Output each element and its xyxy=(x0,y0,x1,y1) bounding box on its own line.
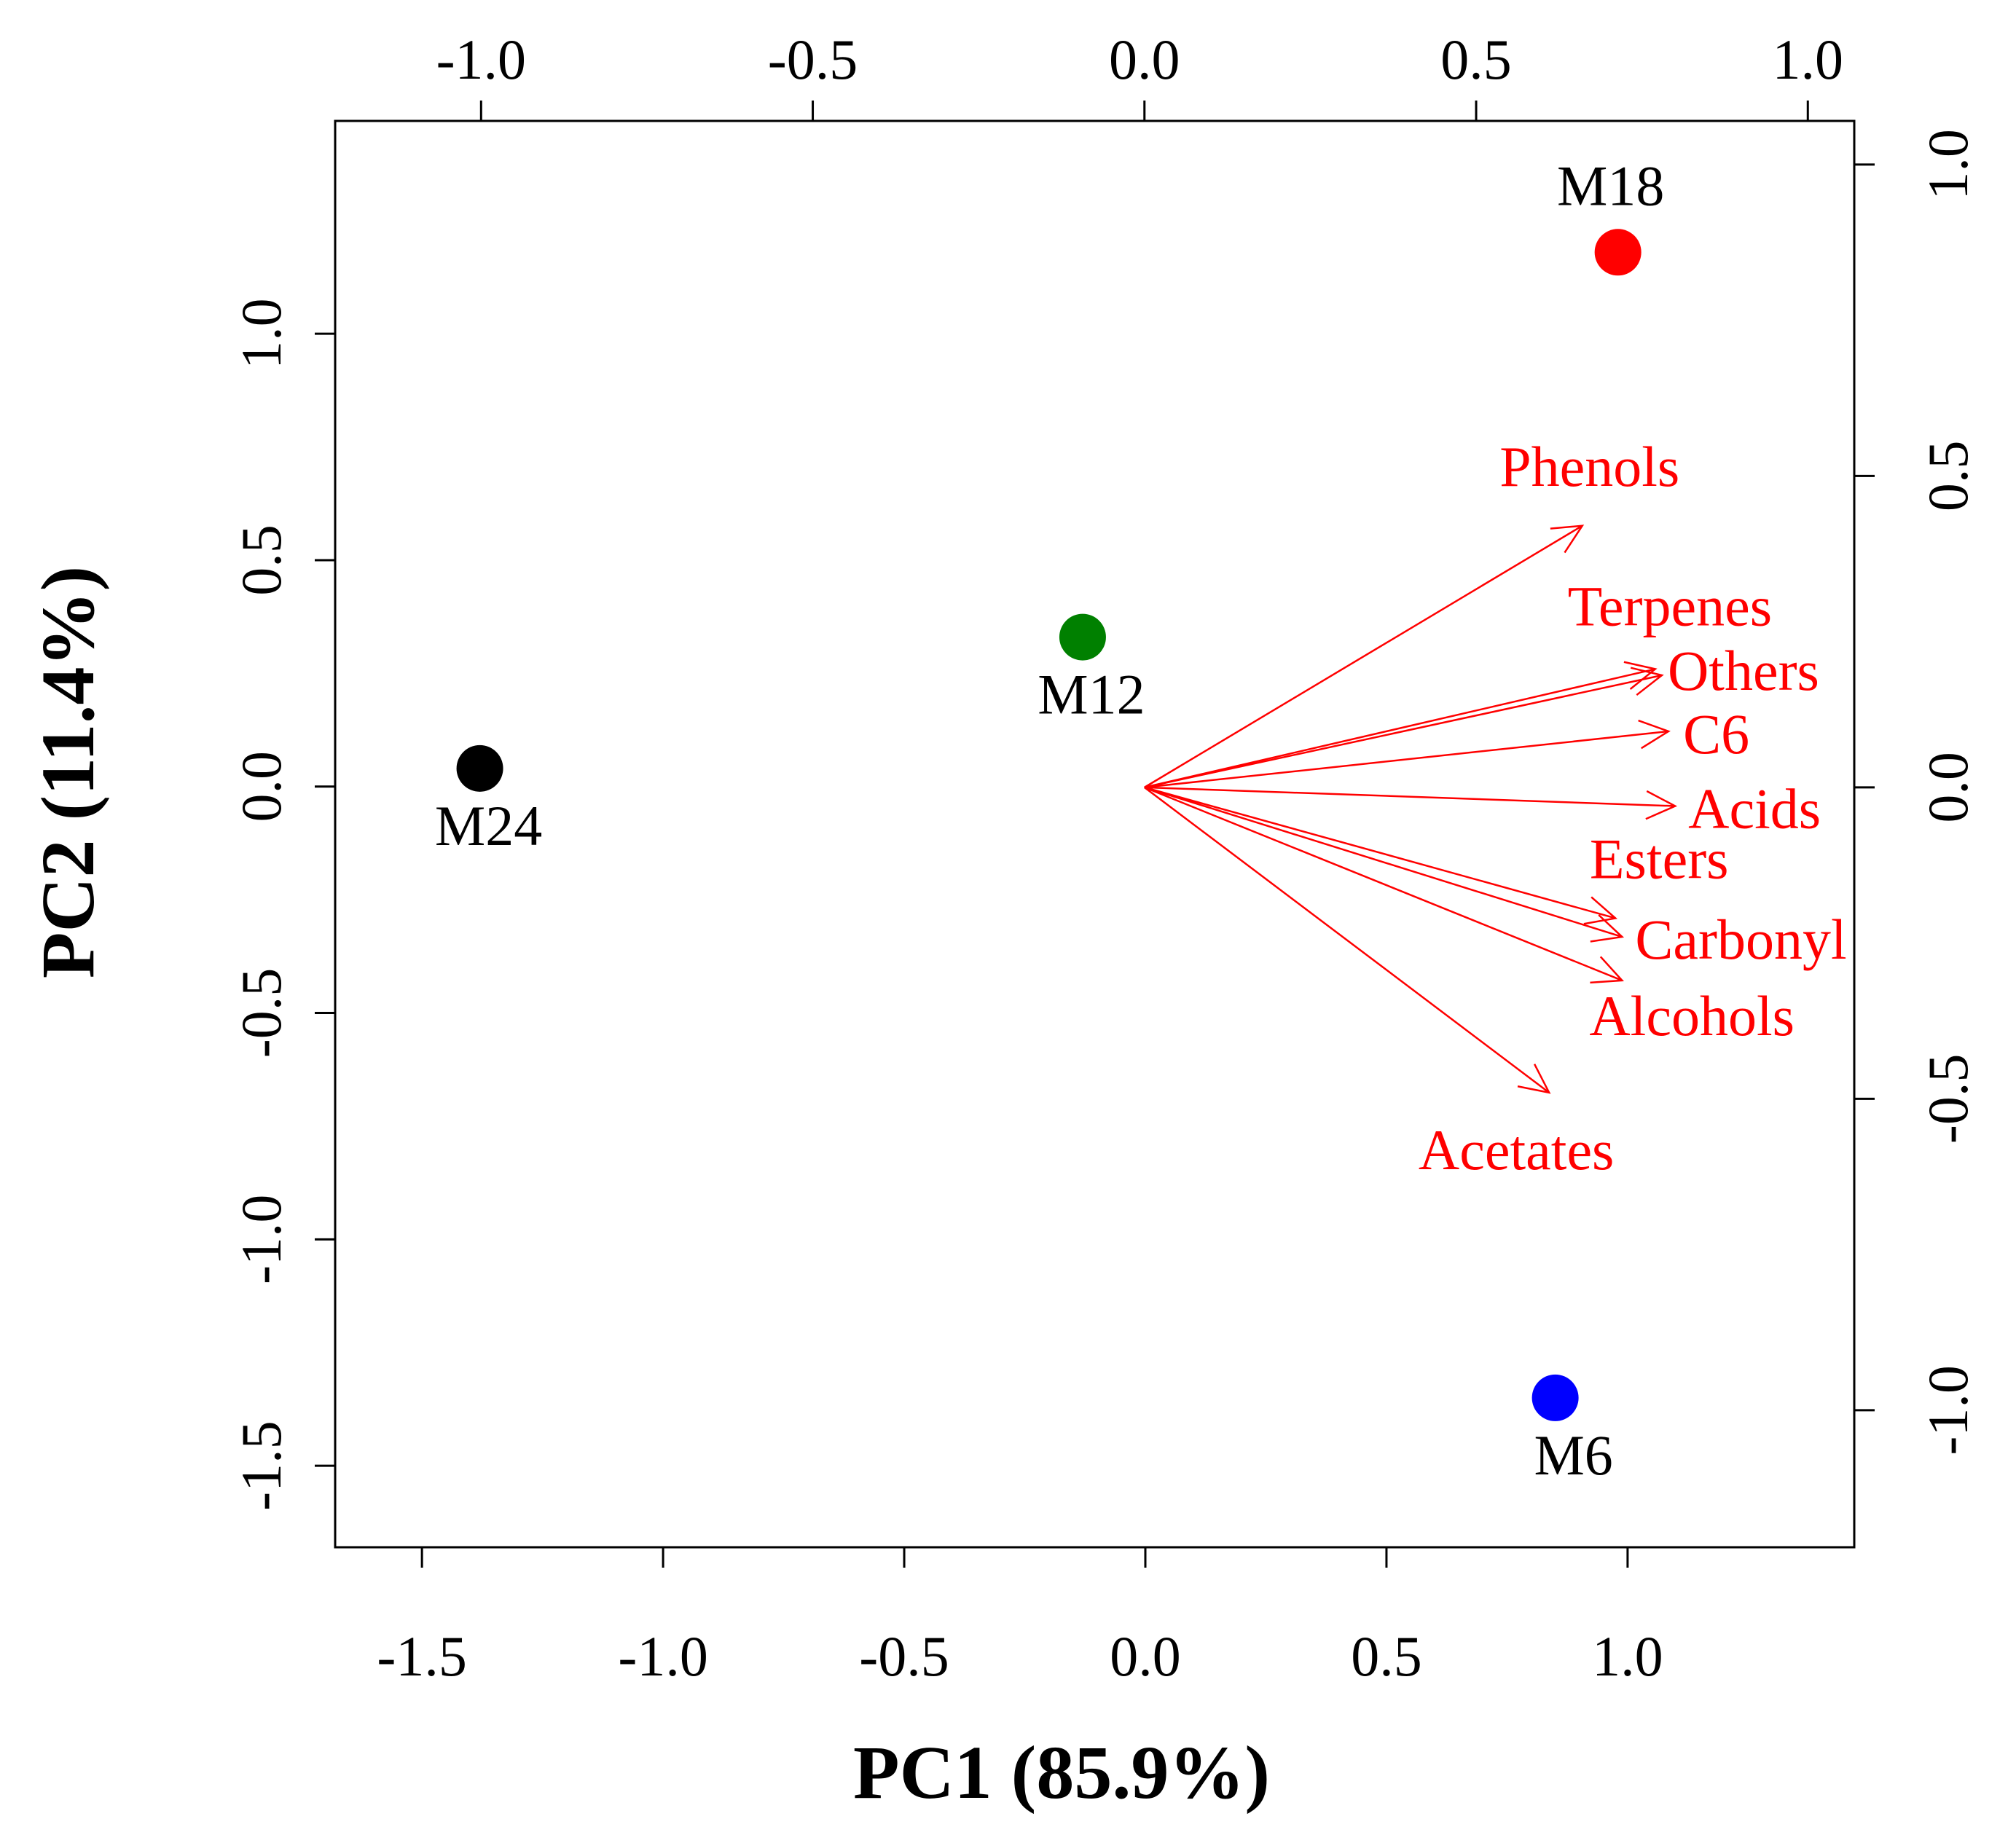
left-tick-label: -1.5 xyxy=(230,1421,293,1510)
right-axis: -1.0 -0.5 0.0 0.5 1.0 xyxy=(1854,129,1980,1455)
top-tick-label: -0.5 xyxy=(768,28,858,91)
loading-arrowhead xyxy=(1630,667,1664,696)
top-tick-label: 0.0 xyxy=(1109,28,1180,91)
sample-point xyxy=(1531,1374,1579,1421)
loading-label: Phenols xyxy=(1499,435,1679,498)
right-tick-label: 1.0 xyxy=(1916,129,1980,200)
left-tick-label: 0.5 xyxy=(230,524,293,596)
sample-point xyxy=(1594,229,1642,276)
left-tick-label: 0.0 xyxy=(230,751,293,822)
bottom-tick-label: 0.0 xyxy=(1110,1624,1181,1688)
loading-arrow xyxy=(1144,668,1656,789)
top-tick-label: -1.0 xyxy=(436,28,526,91)
loading-arrow xyxy=(1144,786,1623,982)
left-tick-label: -1.0 xyxy=(230,1195,293,1284)
bottom-tick-label: 0.5 xyxy=(1351,1624,1422,1688)
loading-label: Alcohols xyxy=(1589,984,1795,1048)
top-tick-label: 1.0 xyxy=(1773,28,1844,91)
loading-arrowhead xyxy=(1645,790,1678,820)
loading-arrowhead xyxy=(1550,524,1585,554)
sample-label: M12 xyxy=(1038,663,1145,726)
sample-label: M24 xyxy=(435,794,542,857)
sample-label: M18 xyxy=(1557,154,1664,217)
top-tick-label: 0.5 xyxy=(1440,28,1512,91)
sample-point xyxy=(1059,613,1106,661)
top-axis: -1.0 -0.5 0.0 0.5 1.0 xyxy=(436,28,1843,121)
right-tick-label: -1.0 xyxy=(1916,1365,1980,1455)
left-tick-label: 1.0 xyxy=(230,298,293,369)
left-tick-label: -0.5 xyxy=(230,968,293,1058)
right-tick-label: 0.5 xyxy=(1916,441,1980,512)
loading-label: Esters xyxy=(1590,827,1729,890)
loading-label: C6 xyxy=(1683,702,1749,766)
loading-arrowhead xyxy=(1517,1064,1551,1094)
sample-point xyxy=(456,744,503,792)
bottom-tick-label: 1.0 xyxy=(1592,1624,1663,1688)
loading-label: Carbonyl xyxy=(1635,908,1846,971)
sample-label: M6 xyxy=(1534,1423,1612,1487)
loading-arrowhead xyxy=(1623,661,1658,690)
x-axis-title: PC1 (85.9%) xyxy=(853,1731,1270,1815)
bottom-axis: -1.5 -1.0 -0.5 0.0 0.5 1.0 xyxy=(377,1546,1663,1688)
right-tick-label: 0.0 xyxy=(1916,752,1980,823)
loading-arrow xyxy=(1144,786,1616,919)
left-axis: -1.5 -1.0 -0.5 0.0 0.5 1.0 xyxy=(230,298,335,1511)
loading-arrowhead xyxy=(1583,896,1617,925)
bottom-tick-label: -1.5 xyxy=(377,1624,466,1688)
loading-arrow xyxy=(1144,674,1663,789)
loading-arrow xyxy=(1144,786,1623,938)
loading-arrow xyxy=(1144,786,1676,807)
sample-points: M18 M12 M24 M6 xyxy=(435,154,1664,1487)
bottom-tick-label: -1.0 xyxy=(618,1624,707,1688)
loading-arrow xyxy=(1144,730,1669,789)
y-axis-title: PC2 (11.4%) xyxy=(26,566,110,978)
loading-label: Acids xyxy=(1688,777,1821,841)
loading-arrow xyxy=(1144,786,1550,1093)
loading-arrowhead xyxy=(1638,719,1671,750)
loading-label: Terpenes xyxy=(1568,574,1772,637)
loading-label: Acetates xyxy=(1419,1118,1615,1182)
loading-arrow xyxy=(1144,524,1583,788)
loading-arrowhead xyxy=(1590,914,1625,943)
loading-label: Others xyxy=(1668,639,1819,702)
loading-arrowhead xyxy=(1590,956,1624,984)
right-tick-label: -0.5 xyxy=(1916,1054,1980,1144)
bottom-tick-label: -0.5 xyxy=(859,1624,949,1688)
